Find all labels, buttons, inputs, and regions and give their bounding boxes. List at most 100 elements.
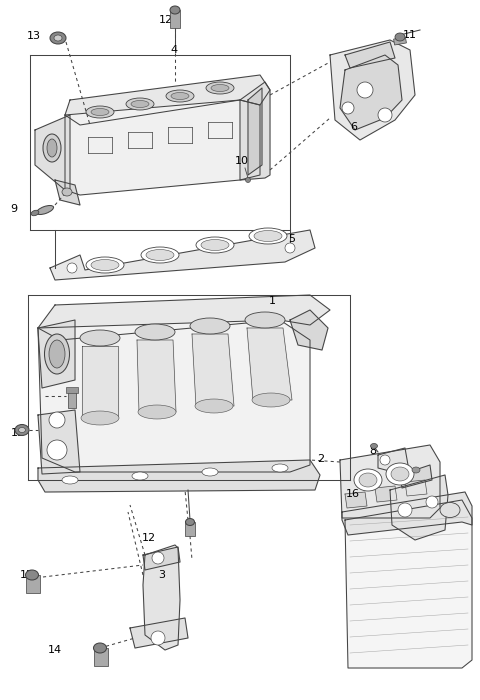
Ellipse shape — [386, 463, 414, 485]
Text: 10: 10 — [235, 156, 249, 166]
Text: 15: 15 — [20, 570, 34, 580]
Ellipse shape — [131, 101, 149, 108]
Text: 3: 3 — [158, 570, 166, 580]
Text: 1: 1 — [269, 296, 276, 306]
Polygon shape — [390, 475, 448, 540]
Polygon shape — [38, 460, 320, 492]
Bar — [68, 390, 76, 408]
Text: 9: 9 — [11, 204, 18, 214]
Ellipse shape — [94, 643, 107, 653]
Ellipse shape — [36, 206, 54, 214]
Ellipse shape — [371, 444, 377, 449]
Text: 16: 16 — [346, 489, 360, 499]
Polygon shape — [143, 547, 180, 570]
Polygon shape — [65, 100, 260, 195]
Polygon shape — [247, 328, 292, 400]
Text: 6: 6 — [350, 122, 358, 132]
Text: 12: 12 — [142, 533, 156, 542]
Polygon shape — [240, 82, 270, 180]
Ellipse shape — [43, 134, 61, 162]
Polygon shape — [375, 486, 397, 502]
Polygon shape — [378, 448, 408, 475]
Ellipse shape — [49, 340, 65, 368]
Ellipse shape — [249, 228, 287, 244]
Ellipse shape — [195, 399, 233, 413]
Polygon shape — [340, 55, 402, 130]
Ellipse shape — [359, 473, 377, 487]
Polygon shape — [38, 295, 330, 340]
Polygon shape — [65, 75, 270, 125]
Ellipse shape — [138, 405, 176, 419]
Ellipse shape — [190, 318, 230, 334]
Polygon shape — [405, 480, 427, 496]
Text: 7: 7 — [71, 389, 78, 399]
Polygon shape — [345, 500, 472, 668]
Ellipse shape — [19, 428, 25, 433]
Circle shape — [49, 412, 65, 428]
Ellipse shape — [395, 33, 405, 41]
Ellipse shape — [171, 92, 189, 99]
Text: 2: 2 — [317, 454, 324, 464]
Ellipse shape — [25, 570, 38, 580]
Ellipse shape — [196, 237, 234, 253]
Circle shape — [426, 496, 438, 508]
Ellipse shape — [412, 467, 420, 473]
Ellipse shape — [50, 32, 66, 44]
Polygon shape — [143, 545, 180, 650]
Polygon shape — [340, 445, 440, 518]
Ellipse shape — [141, 247, 179, 263]
Circle shape — [378, 108, 392, 122]
Ellipse shape — [62, 476, 78, 484]
Polygon shape — [330, 40, 415, 140]
Ellipse shape — [80, 330, 120, 346]
Bar — [66, 387, 78, 393]
Ellipse shape — [126, 98, 154, 110]
Ellipse shape — [391, 467, 409, 481]
Text: 8: 8 — [370, 447, 377, 456]
Circle shape — [285, 243, 295, 253]
Circle shape — [342, 102, 354, 114]
Ellipse shape — [132, 472, 148, 480]
Bar — [94, 648, 108, 666]
Circle shape — [47, 440, 67, 460]
Ellipse shape — [54, 35, 62, 41]
Ellipse shape — [211, 85, 229, 92]
Circle shape — [67, 263, 77, 273]
Polygon shape — [290, 310, 328, 350]
Ellipse shape — [254, 230, 282, 241]
Ellipse shape — [135, 324, 175, 340]
Ellipse shape — [202, 468, 218, 476]
Polygon shape — [130, 618, 188, 648]
Text: 5: 5 — [288, 234, 295, 244]
Polygon shape — [248, 88, 262, 175]
Text: 14: 14 — [48, 645, 62, 654]
Bar — [394, 37, 407, 45]
Polygon shape — [38, 410, 80, 474]
Text: 12: 12 — [158, 15, 172, 24]
Polygon shape — [55, 180, 80, 205]
Ellipse shape — [31, 210, 39, 216]
Text: 4: 4 — [170, 46, 178, 55]
Ellipse shape — [272, 464, 288, 472]
Ellipse shape — [146, 249, 174, 260]
Polygon shape — [38, 320, 310, 472]
Ellipse shape — [62, 188, 72, 196]
Circle shape — [151, 631, 165, 645]
Ellipse shape — [440, 503, 460, 517]
Ellipse shape — [86, 257, 124, 273]
Polygon shape — [137, 340, 176, 412]
Polygon shape — [82, 346, 118, 418]
Circle shape — [152, 552, 164, 564]
Ellipse shape — [245, 312, 285, 328]
Polygon shape — [50, 230, 315, 280]
Ellipse shape — [47, 139, 57, 157]
Circle shape — [380, 455, 390, 465]
Ellipse shape — [201, 239, 229, 251]
Ellipse shape — [245, 178, 251, 183]
Bar — [26, 575, 40, 593]
Circle shape — [357, 82, 373, 98]
Bar — [170, 10, 180, 28]
Ellipse shape — [252, 393, 290, 407]
Ellipse shape — [81, 411, 119, 425]
Polygon shape — [342, 492, 472, 535]
